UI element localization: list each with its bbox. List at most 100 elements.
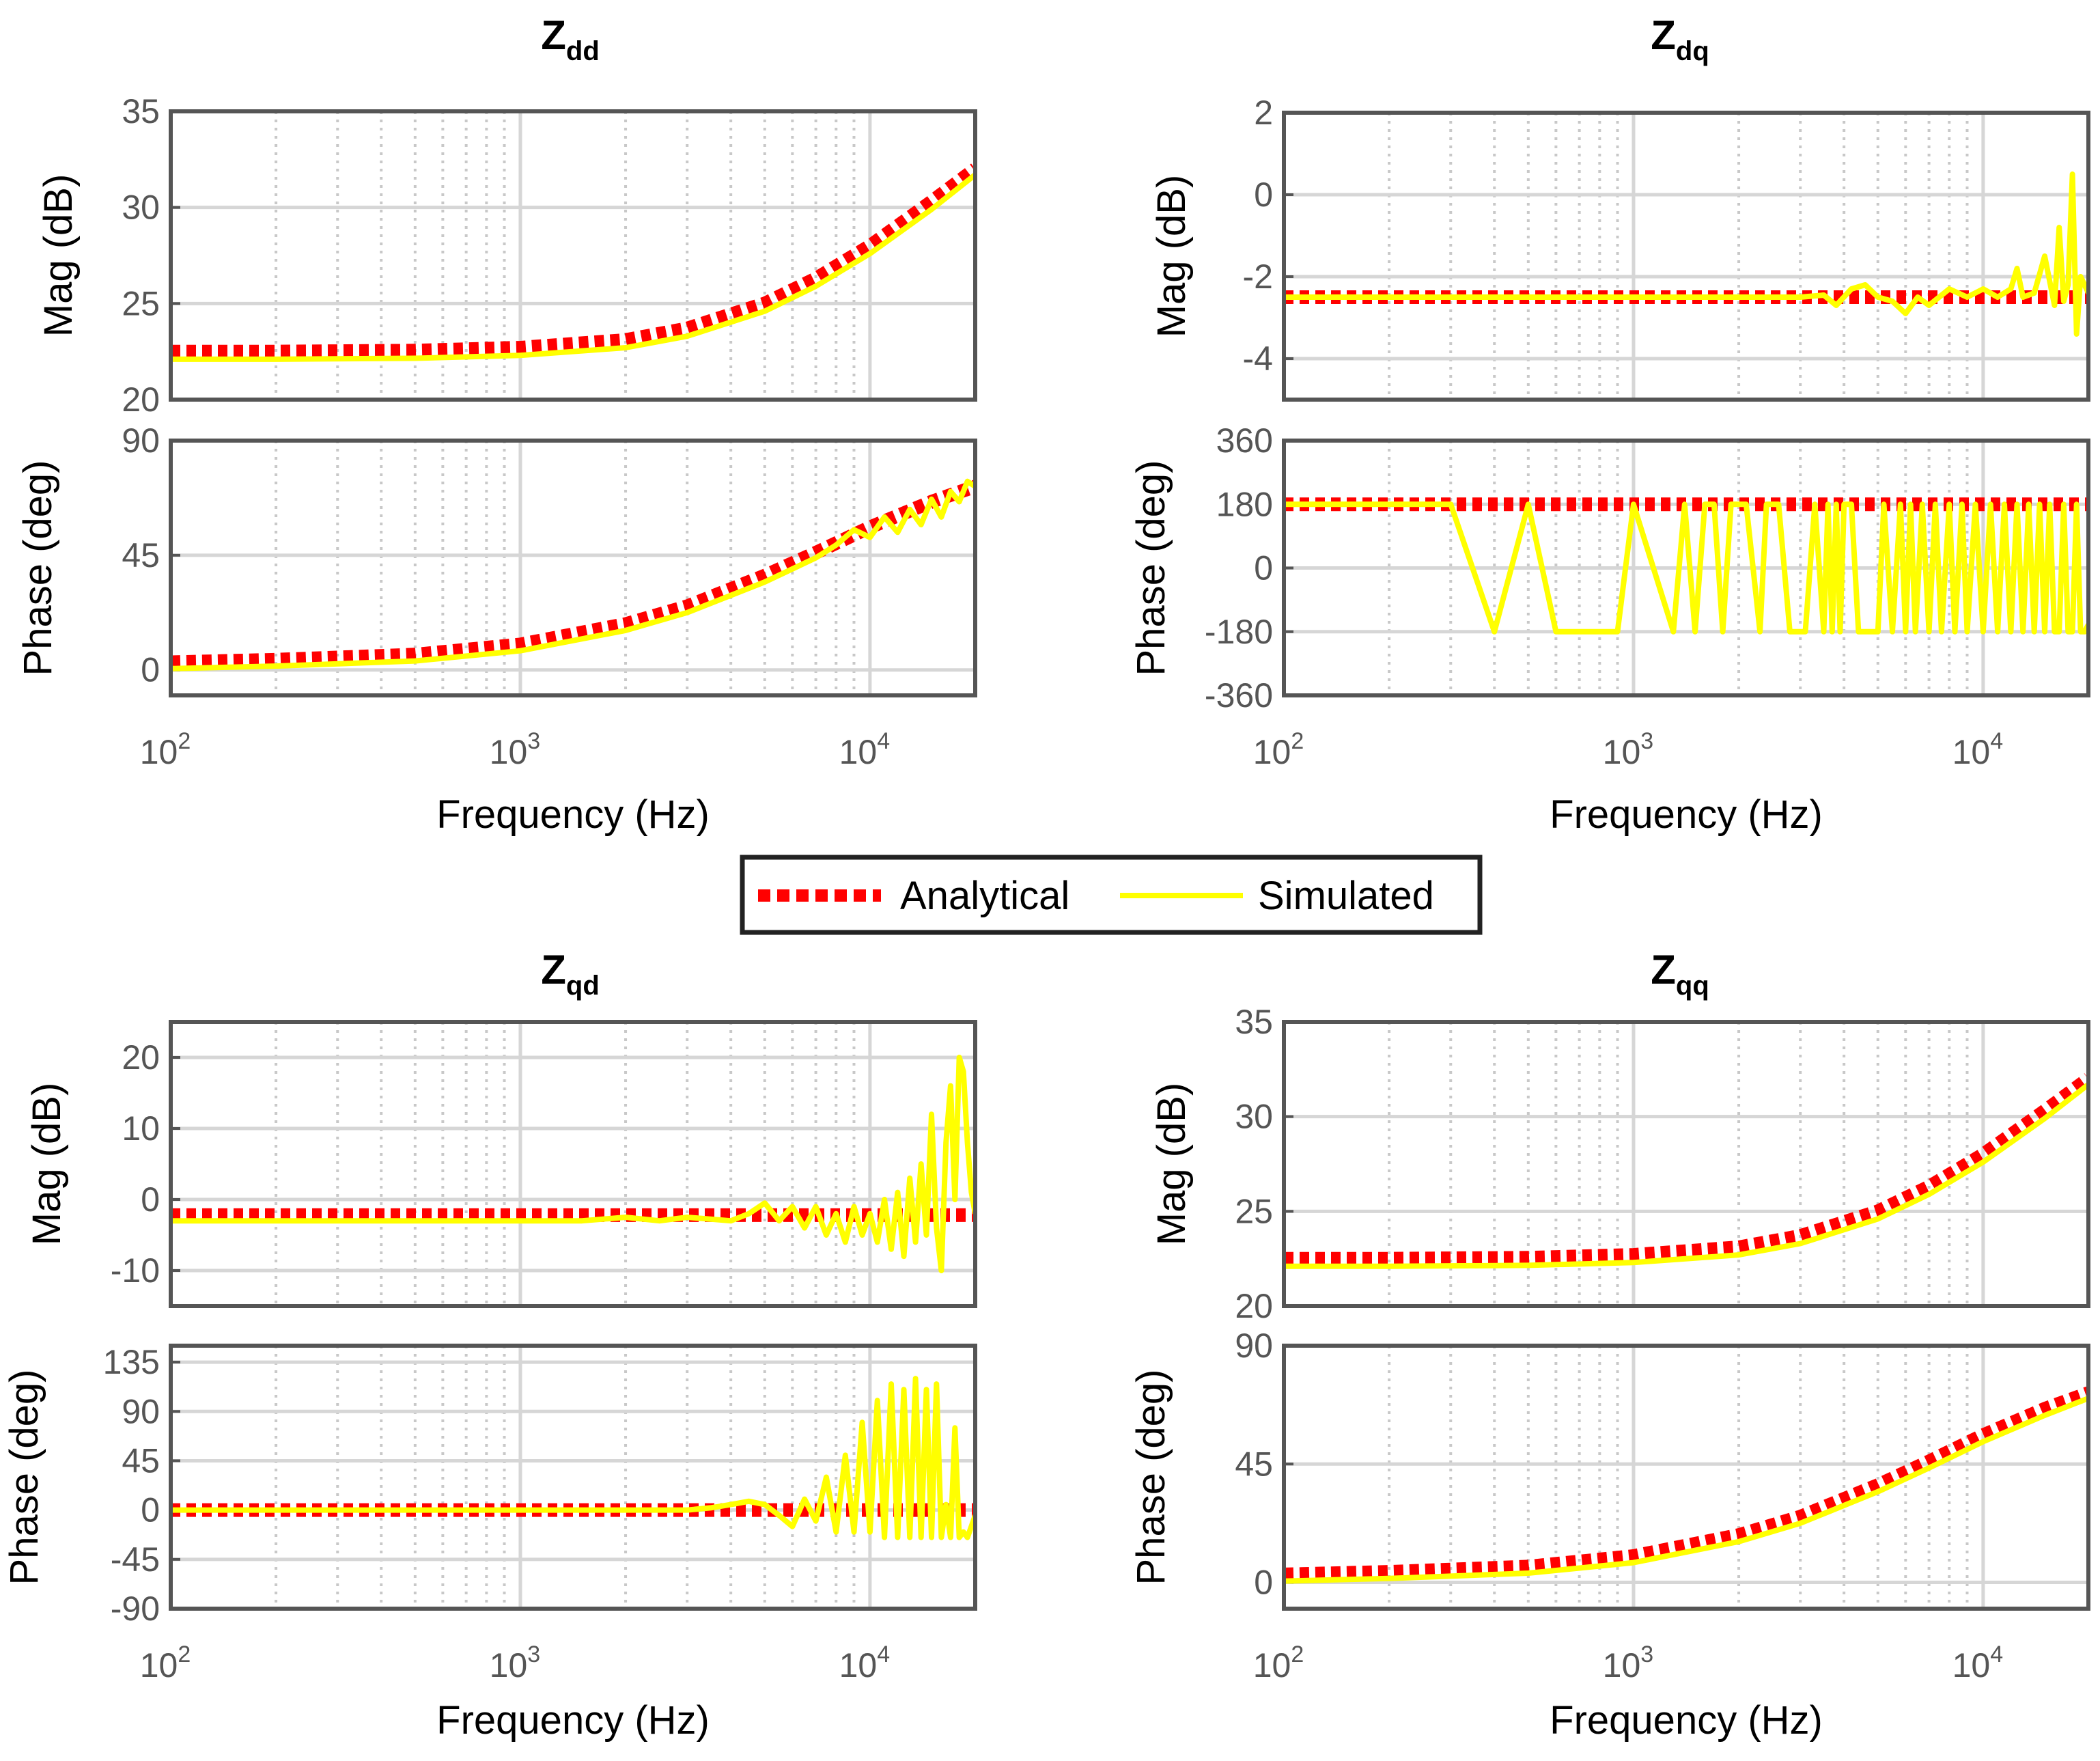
y-tick-label: 0 <box>1254 1564 1273 1602</box>
magnitude-axes: 35 30 25 20 Mag (dB) <box>36 92 977 419</box>
x-tick-exponent: 3 <box>1640 728 1653 754</box>
x-tick-base: 10 <box>140 733 178 771</box>
y-axis-label: Mag (dB) <box>1149 1083 1194 1246</box>
x-tick-exponent: 2 <box>178 728 191 754</box>
y-tick-label: -360 <box>1205 676 1273 715</box>
y-axis-label: Phase (deg) <box>1129 460 1173 676</box>
x-axis-label: Frequency (Hz) <box>1550 1698 1823 1743</box>
y-tick-label: 45 <box>122 536 160 574</box>
panel-title-main: Z <box>1651 12 1676 58</box>
series-simulated-line <box>1284 1082 2088 1269</box>
axes-frame <box>1282 439 2090 697</box>
x-tick-exponent: 4 <box>877 1641 890 1667</box>
axes-frame <box>1282 1344 2090 1611</box>
panel-title-subscript: qq <box>1676 971 1709 1001</box>
x-tick-base: 10 <box>490 1646 528 1684</box>
y-tick-label: 10 <box>122 1109 160 1148</box>
x-tick-base: 10 <box>140 1646 178 1684</box>
axes-frame <box>1282 111 2090 402</box>
panel-title-main: Z <box>1651 947 1676 993</box>
x-tick-exponent: 2 <box>178 1641 191 1667</box>
y-tick-label: -4 <box>1243 339 1273 378</box>
magnitude-axes: 20 10 0 -10 Mag (dB) <box>25 1020 977 1308</box>
panel-title: Zdq <box>1651 12 1709 66</box>
y-tick-label: -180 <box>1205 613 1273 651</box>
magnitude-axes: 35 30 25 20 Mag (dB) <box>1149 1003 2090 1325</box>
y-tick-label: 30 <box>122 189 160 227</box>
panel-title-subscript: qd <box>566 971 600 1001</box>
x-tick-label: 104 <box>839 1641 891 1684</box>
panel-title: Zqq <box>1651 947 1709 1001</box>
x-tick-exponent: 2 <box>1291 728 1304 754</box>
x-tick-label: 104 <box>839 728 891 771</box>
y-tick-label: -90 <box>111 1590 160 1628</box>
x-tick-base: 10 <box>839 1646 878 1684</box>
y-tick-label: 20 <box>122 1038 160 1077</box>
y-tick-label: 35 <box>1235 1003 1273 1041</box>
y-tick-label: -10 <box>111 1251 160 1290</box>
axes-frame <box>169 1020 977 1308</box>
x-tick-exponent: 3 <box>527 728 540 754</box>
x-tick-base: 10 <box>1253 733 1291 771</box>
x-tick-exponent: 3 <box>527 1641 540 1667</box>
legend-analytical-label: Analytical <box>900 874 1069 918</box>
panel-title-subscript: dq <box>1676 36 1709 66</box>
axes-frame <box>169 109 977 402</box>
x-tick-base: 10 <box>1603 733 1641 771</box>
y-tick-label: 0 <box>141 651 160 689</box>
x-tick-label: 103 <box>1603 1641 1654 1684</box>
x-tick-base: 10 <box>1603 1646 1641 1684</box>
y-tick-label: 135 <box>103 1343 160 1381</box>
y-tick-label: 360 <box>1216 421 1273 460</box>
y-axis-label: Phase (deg) <box>16 460 60 676</box>
x-tick-label: 102 <box>1253 1641 1304 1684</box>
y-tick-label: 2 <box>1254 94 1273 132</box>
y-axis-label: Mag (dB) <box>36 174 81 337</box>
panel-title-subscript: dd <box>566 36 600 66</box>
y-axis-label: Phase (deg) <box>1129 1370 1173 1585</box>
y-tick-label: 35 <box>122 92 160 130</box>
series-analytical-line <box>1284 1386 2088 1581</box>
y-tick-label: 20 <box>122 380 160 419</box>
y-tick-label: 20 <box>1235 1287 1273 1325</box>
x-tick-label: 103 <box>490 728 541 771</box>
x-tick-base: 10 <box>839 733 878 771</box>
panel-title: Zqd <box>541 947 600 1001</box>
y-axis-label: Phase (deg) <box>2 1370 46 1585</box>
x-tick-base: 10 <box>490 733 528 771</box>
magnitude-axes: 2 0 -2 -4 Mag (dB) <box>1149 94 2090 402</box>
y-tick-label: 0 <box>1254 176 1273 214</box>
x-tick-base: 10 <box>1952 733 1991 771</box>
y-tick-label: 30 <box>1235 1098 1273 1136</box>
x-tick-label: 104 <box>1952 1641 2004 1684</box>
y-tick-label: -45 <box>111 1540 160 1579</box>
series-simulated-line <box>1284 171 2088 337</box>
y-tick-label: 180 <box>1216 485 1273 523</box>
x-tick-label: 102 <box>140 1641 191 1684</box>
x-tick-exponent: 2 <box>1291 1641 1304 1667</box>
bode-panel-1: Zdq 2 0 -2 -4 Mag (dB) 360 180 0 -180 -360 Phase (d… <box>1129 12 2090 837</box>
plot-area <box>171 441 975 695</box>
axes-frame <box>169 439 977 697</box>
x-axis-label: Frequency (Hz) <box>436 792 710 837</box>
x-tick-label: 104 <box>1952 728 2004 771</box>
panel-title: Zdd <box>541 12 600 66</box>
series-simulated-line <box>171 172 975 362</box>
y-tick-label: 0 <box>1254 549 1273 587</box>
plot-area <box>171 1022 975 1306</box>
y-tick-label: 90 <box>1235 1327 1273 1365</box>
axes-frame <box>169 1344 977 1611</box>
x-tick-base: 10 <box>1253 1646 1291 1684</box>
bode-panel-2: Zqd 20 10 0 -10 Mag (dB) 135 90 45 0 -45 -90 Phase (… <box>2 947 977 1743</box>
y-axis-label: Mag (dB) <box>25 1083 69 1246</box>
x-tick-label: 102 <box>1253 728 1304 771</box>
x-axis-label: Frequency (Hz) <box>1550 792 1823 837</box>
y-tick-label: 45 <box>1235 1445 1273 1483</box>
y-tick-label: 25 <box>1235 1192 1273 1230</box>
x-tick-exponent: 3 <box>1640 1641 1653 1667</box>
